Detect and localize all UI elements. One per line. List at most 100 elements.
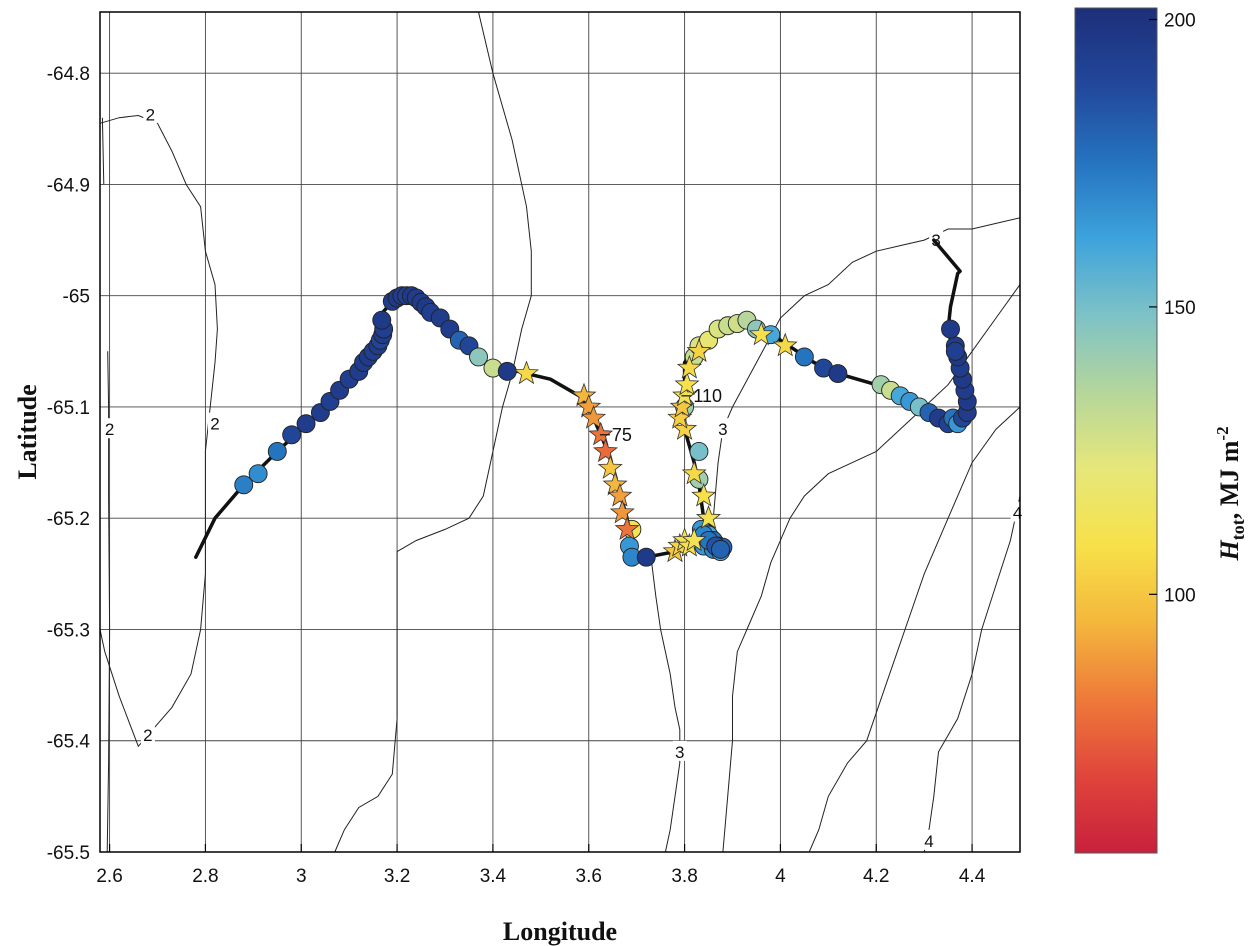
star-marker (686, 338, 712, 362)
contour-line (99, 114, 218, 748)
star-marker (674, 371, 700, 396)
y-axis-title: Latitude (13, 384, 42, 479)
circle-marker (636, 547, 656, 567)
annotation-label: 75 (612, 425, 632, 445)
circle-marker (296, 414, 316, 434)
y-tick-labels: -64.8 -64.9 -65 -65.1 -65.2 -65.3 -65.4 -65.5 (47, 64, 91, 864)
contour-label: 2 (146, 105, 155, 124)
star-marker (676, 354, 702, 379)
star-marker (513, 360, 540, 385)
annotation-label: 110 (693, 386, 722, 406)
colorbar-tick-label: 100 (1164, 585, 1196, 606)
star-marker (748, 321, 774, 346)
circle-marker (372, 310, 392, 330)
contour-label: 2 (143, 726, 152, 745)
colorbar-title-sub: tot (1228, 519, 1248, 540)
contour-label-bg (672, 740, 687, 761)
contour-line (650, 557, 681, 853)
plot-frame (99, 11, 1021, 853)
star-marker (592, 438, 618, 463)
x-tick-label: 2.8 (192, 866, 218, 887)
contour-line (712, 217, 1021, 558)
contour-label-bg (921, 829, 936, 850)
x-tick-label: 4.4 (959, 866, 986, 887)
y-tick-label: -65.1 (47, 398, 90, 419)
x-tick-label: 3.4 (480, 866, 507, 887)
contour-label: 4 (924, 832, 933, 851)
circle-marker (248, 464, 268, 484)
y-tick-label: -65 (63, 287, 90, 308)
y-tick-label: -64.9 (47, 175, 90, 196)
x-tick-label: 2.6 (96, 866, 122, 887)
contour-label: 3 (675, 743, 684, 762)
star-marker (580, 404, 607, 429)
contour-line (106, 351, 111, 853)
star-marker (772, 332, 798, 357)
y-tick-label: -65.4 (47, 732, 91, 753)
contour-label: 2 (105, 420, 114, 439)
contour-label-bg (208, 412, 222, 433)
contour-label-bg (140, 724, 155, 745)
contour-label-bg (102, 418, 117, 439)
star-marker (695, 505, 722, 529)
colorbar-tick-label: 150 (1164, 298, 1196, 319)
star-marker (602, 471, 628, 496)
contour-line (722, 284, 1021, 853)
x-axis-title: Longitude (503, 917, 617, 946)
circle-marker (234, 475, 254, 495)
star-marker (614, 516, 640, 541)
x-tick-label: 4.2 (863, 866, 889, 887)
contour-label-bg (715, 418, 730, 439)
contour-line (808, 406, 1021, 853)
colorbar-tick-label: 200 (1164, 10, 1196, 31)
contour-label: 3 (718, 420, 727, 439)
contour-label: 4 (1013, 504, 1022, 523)
circle-marker (689, 442, 709, 461)
star-marker (576, 393, 602, 418)
star-marker (681, 460, 707, 485)
y-tick-label: -65.3 (47, 620, 90, 641)
circle-marker (497, 361, 517, 381)
star-marker (588, 421, 614, 446)
contour-label: 2 (210, 415, 219, 434)
data-markers (234, 286, 977, 567)
circle-marker (711, 539, 730, 559)
circle-marker (945, 341, 965, 361)
colorbar-title-sup: -2 (1213, 426, 1232, 440)
star-marker (597, 455, 623, 479)
star-marker (681, 527, 707, 552)
colorbar-title: Htot, MJ m-2 (1213, 426, 1248, 561)
grid-lines (100, 12, 1020, 853)
y-tick-label: -65.5 (47, 843, 90, 864)
colorbar (1074, 7, 1158, 854)
x-tick-labels: 2.6 2.8 3 3.2 3.4 3.6 3.8 4 4.2 4.4 (96, 866, 985, 887)
star-marker (609, 499, 635, 524)
circle-marker (828, 364, 848, 384)
star-marker (607, 482, 633, 507)
star-marker (571, 382, 597, 407)
circle-marker (794, 347, 814, 367)
y-tick-label: -64.8 (47, 64, 90, 85)
colorbar-ticks: 100 150 200 (1149, 10, 1196, 606)
annotations: 75 110 (599, 386, 722, 445)
x-tick-label: 4 (775, 866, 786, 887)
x-tick-label: 3.8 (671, 866, 697, 887)
contour-label-bg (929, 229, 944, 250)
circle-marker (267, 442, 287, 461)
circle-marker (941, 319, 960, 339)
colorbar-title-main: H (1215, 540, 1244, 562)
circle-marker (282, 425, 302, 445)
contour-line (923, 495, 1021, 853)
x-tick-label: 3.6 (576, 866, 602, 887)
x-tick-label: 3 (296, 866, 307, 887)
contour-label-bg (143, 103, 158, 124)
star-marker (691, 482, 717, 507)
x-tick-label: 3.2 (384, 866, 410, 887)
circle-marker (469, 347, 488, 367)
colorbar-title-unit: , MJ m (1215, 440, 1244, 519)
y-tick-label: -65.2 (47, 509, 90, 530)
contour-line (334, 11, 532, 853)
contour-label-bg (1010, 501, 1025, 522)
